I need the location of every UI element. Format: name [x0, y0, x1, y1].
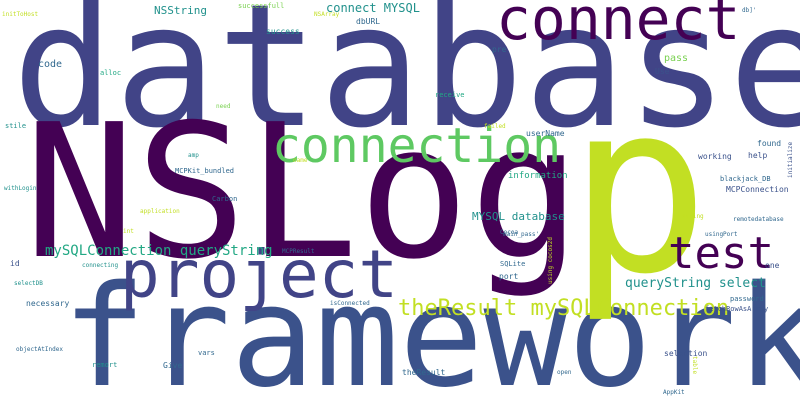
word-objectatindex: objectAtIndex — [16, 346, 63, 353]
word-table: table — [691, 356, 698, 375]
word-nslog: NSLog — [24, 84, 581, 300]
word-need: need — [216, 103, 231, 110]
word-pass: pass — [664, 53, 689, 64]
word-usingport: usingPort — [705, 231, 738, 238]
word-mysqlconnection-querystring: mySQLConnection queryString — [45, 243, 273, 259]
word-name: name — [293, 157, 308, 164]
word-port: port — [499, 272, 519, 281]
word-dburl: dbURL — [356, 17, 381, 26]
word-db: db]' — [742, 7, 757, 14]
word-blackjack-db: blackjack_DB — [720, 175, 771, 183]
word-information: information — [508, 171, 568, 181]
word-nsarray: NSArray — [314, 11, 340, 18]
word-p: p — [568, 53, 710, 326]
word-carbon: Carbon — [212, 195, 238, 203]
word-open: open — [557, 369, 572, 376]
word-connecting: connecting — [82, 262, 119, 269]
word-code: code — [38, 59, 63, 70]
word-cocoa: Cocoa — [500, 229, 519, 236]
word-success: success — [266, 27, 300, 36]
word-framework: framework — [62, 256, 800, 400]
word-initialize: initialize — [787, 141, 794, 178]
word-remort: remort — [92, 361, 118, 369]
word-pre: pre — [492, 45, 507, 54]
word-use: Use — [655, 67, 670, 76]
word-id: id — [10, 259, 20, 268]
word-application: application — [140, 208, 180, 215]
word-give: Give — [163, 361, 183, 370]
word-sqlite: SQLite — [500, 260, 526, 268]
word-amp: amp — [188, 152, 199, 159]
word-isconnected: isConnected — [330, 300, 370, 307]
word-remotedatabase: remotedatabase — [733, 216, 784, 223]
word-connection: connection — [272, 118, 561, 174]
word-working: working — [698, 152, 732, 161]
word-alloc: alloc — [100, 69, 122, 77]
word-username: userName — [526, 129, 565, 138]
word-necessary: necessary — [26, 299, 70, 308]
word-project: project — [120, 236, 399, 313]
word-successfull: successfull — [238, 2, 285, 10]
word-receive: receive — [435, 91, 465, 99]
word-connect-mysql: connect MYSQL — [326, 1, 420, 15]
word-mcpresult: MCPResult — [282, 248, 315, 255]
word-database: database — [12, 0, 800, 166]
word-theresult-mysqlconnection: theResult mySQLConnection — [398, 296, 730, 321]
word-appkit: AppKit — [663, 389, 685, 396]
word-theresult: theResult — [402, 368, 446, 377]
word-int: int — [123, 228, 134, 235]
word-one: one — [765, 261, 780, 270]
word-querystring-select: queryString select — [625, 276, 766, 291]
word-main-pass: main_pass' — [503, 231, 540, 238]
word-stile: stile — [5, 122, 27, 130]
word-selectdb: selectDB — [14, 280, 43, 287]
word-using-cocos2d: using cocos2d — [547, 237, 554, 284]
word-selection: selection — [664, 349, 708, 358]
word-connect: connect — [496, 0, 741, 53]
word-vars: vars — [198, 349, 215, 357]
word-string: string — [682, 213, 704, 220]
word-help: help — [748, 151, 768, 160]
word-nsstring: NSString — [154, 4, 207, 17]
word-fetchrowasarray: fetchRowAsArray — [705, 305, 769, 313]
word-test: test — [668, 228, 774, 279]
word-failed: failed — [484, 123, 506, 130]
word-password: password — [730, 295, 764, 303]
word-initwithhost: initToHost — [2, 11, 39, 18]
word-mcpkit-bundled: MCPKit_bundled — [175, 167, 235, 175]
word-found: found — [757, 139, 782, 148]
word-mcpconnection: MCPConnection — [726, 185, 789, 194]
word-mysql-database: MYSQL database — [472, 210, 565, 223]
word-withlogin: withLogin — [4, 185, 37, 192]
